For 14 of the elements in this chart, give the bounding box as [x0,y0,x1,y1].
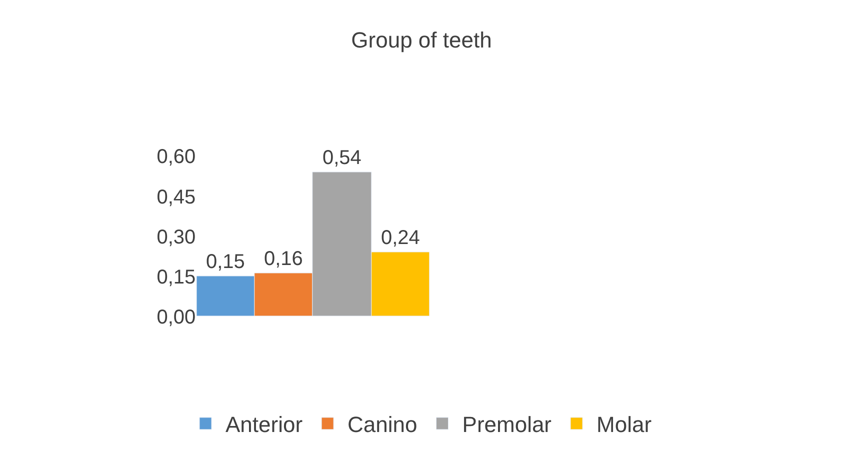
y-tick-label: 0,00 [156,306,196,328]
y-tick-label: 0,45 [156,186,196,208]
legend-label: Anterior [226,412,303,438]
data-label: 0,15 [206,250,245,273]
y-tick-label: 0,15 [156,266,196,288]
y-tick-label: 0,60 [156,146,196,168]
legend-label: Canino [348,412,418,438]
data-label: 0,16 [264,248,303,270]
legend-label: Premolar [462,412,552,438]
chart-title: Group of teeth [351,27,492,52]
data-label: 0,24 [380,226,420,249]
legend-label: Molar [596,412,652,438]
y-tick-label: 0,30 [156,226,196,248]
data-label: 0,54 [322,146,362,169]
